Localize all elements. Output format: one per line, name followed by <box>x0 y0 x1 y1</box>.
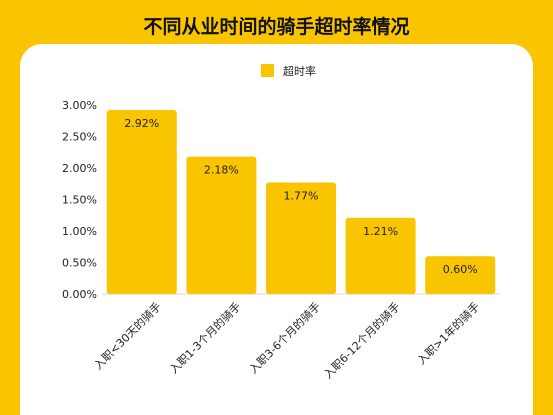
y-tick-label: 3.00% <box>62 99 97 112</box>
bars <box>106 110 496 294</box>
y-tick-label: 1.50% <box>62 194 97 207</box>
data-label: 1.21% <box>363 225 398 238</box>
x-category-label: 入职>1年的骑手 <box>414 299 482 367</box>
bar <box>425 256 496 294</box>
x-category-label: 入职6-12个月的骑手 <box>321 299 403 381</box>
legend: 超时率 <box>261 64 316 78</box>
bar <box>266 182 336 294</box>
data-label: 2.92% <box>124 117 159 130</box>
y-tick-label: 0.00% <box>62 288 97 301</box>
data-label: 1.77% <box>284 189 319 202</box>
bar <box>186 156 257 294</box>
chart-title: 不同从业时间的骑手超时率情况 <box>143 16 410 38</box>
x-category-label: 入职3-6个月的骑手 <box>246 299 323 376</box>
legend-swatch <box>261 64 274 77</box>
y-tick-label: 1.00% <box>62 225 97 238</box>
x-category-label: 入职1-3个月的骑手 <box>166 299 243 376</box>
data-label: 2.18% <box>204 164 239 177</box>
y-axis: 0.00% 0.50% 1.00% 1.50% 2.00% 2.50% 3.00% <box>62 99 97 301</box>
data-labels: 2.92% 2.18% 1.77% 1.21% 0.60% <box>124 117 477 276</box>
bar <box>345 217 416 294</box>
data-label: 0.60% <box>443 263 478 276</box>
legend-label-overtime-rate: 超时率 <box>283 64 316 78</box>
y-tick-label: 0.50% <box>62 257 97 270</box>
category-labels: 入职<30天的骑手 入职1-3个月的骑手 入职3-6个月的骑手入职6-12个月的骑手… <box>91 299 482 381</box>
y-tick-label: 2.00% <box>62 162 97 175</box>
bar <box>106 110 177 294</box>
y-tick-label: 2.50% <box>62 131 97 144</box>
x-category-label: 入职<30天的骑手 <box>91 299 164 372</box>
